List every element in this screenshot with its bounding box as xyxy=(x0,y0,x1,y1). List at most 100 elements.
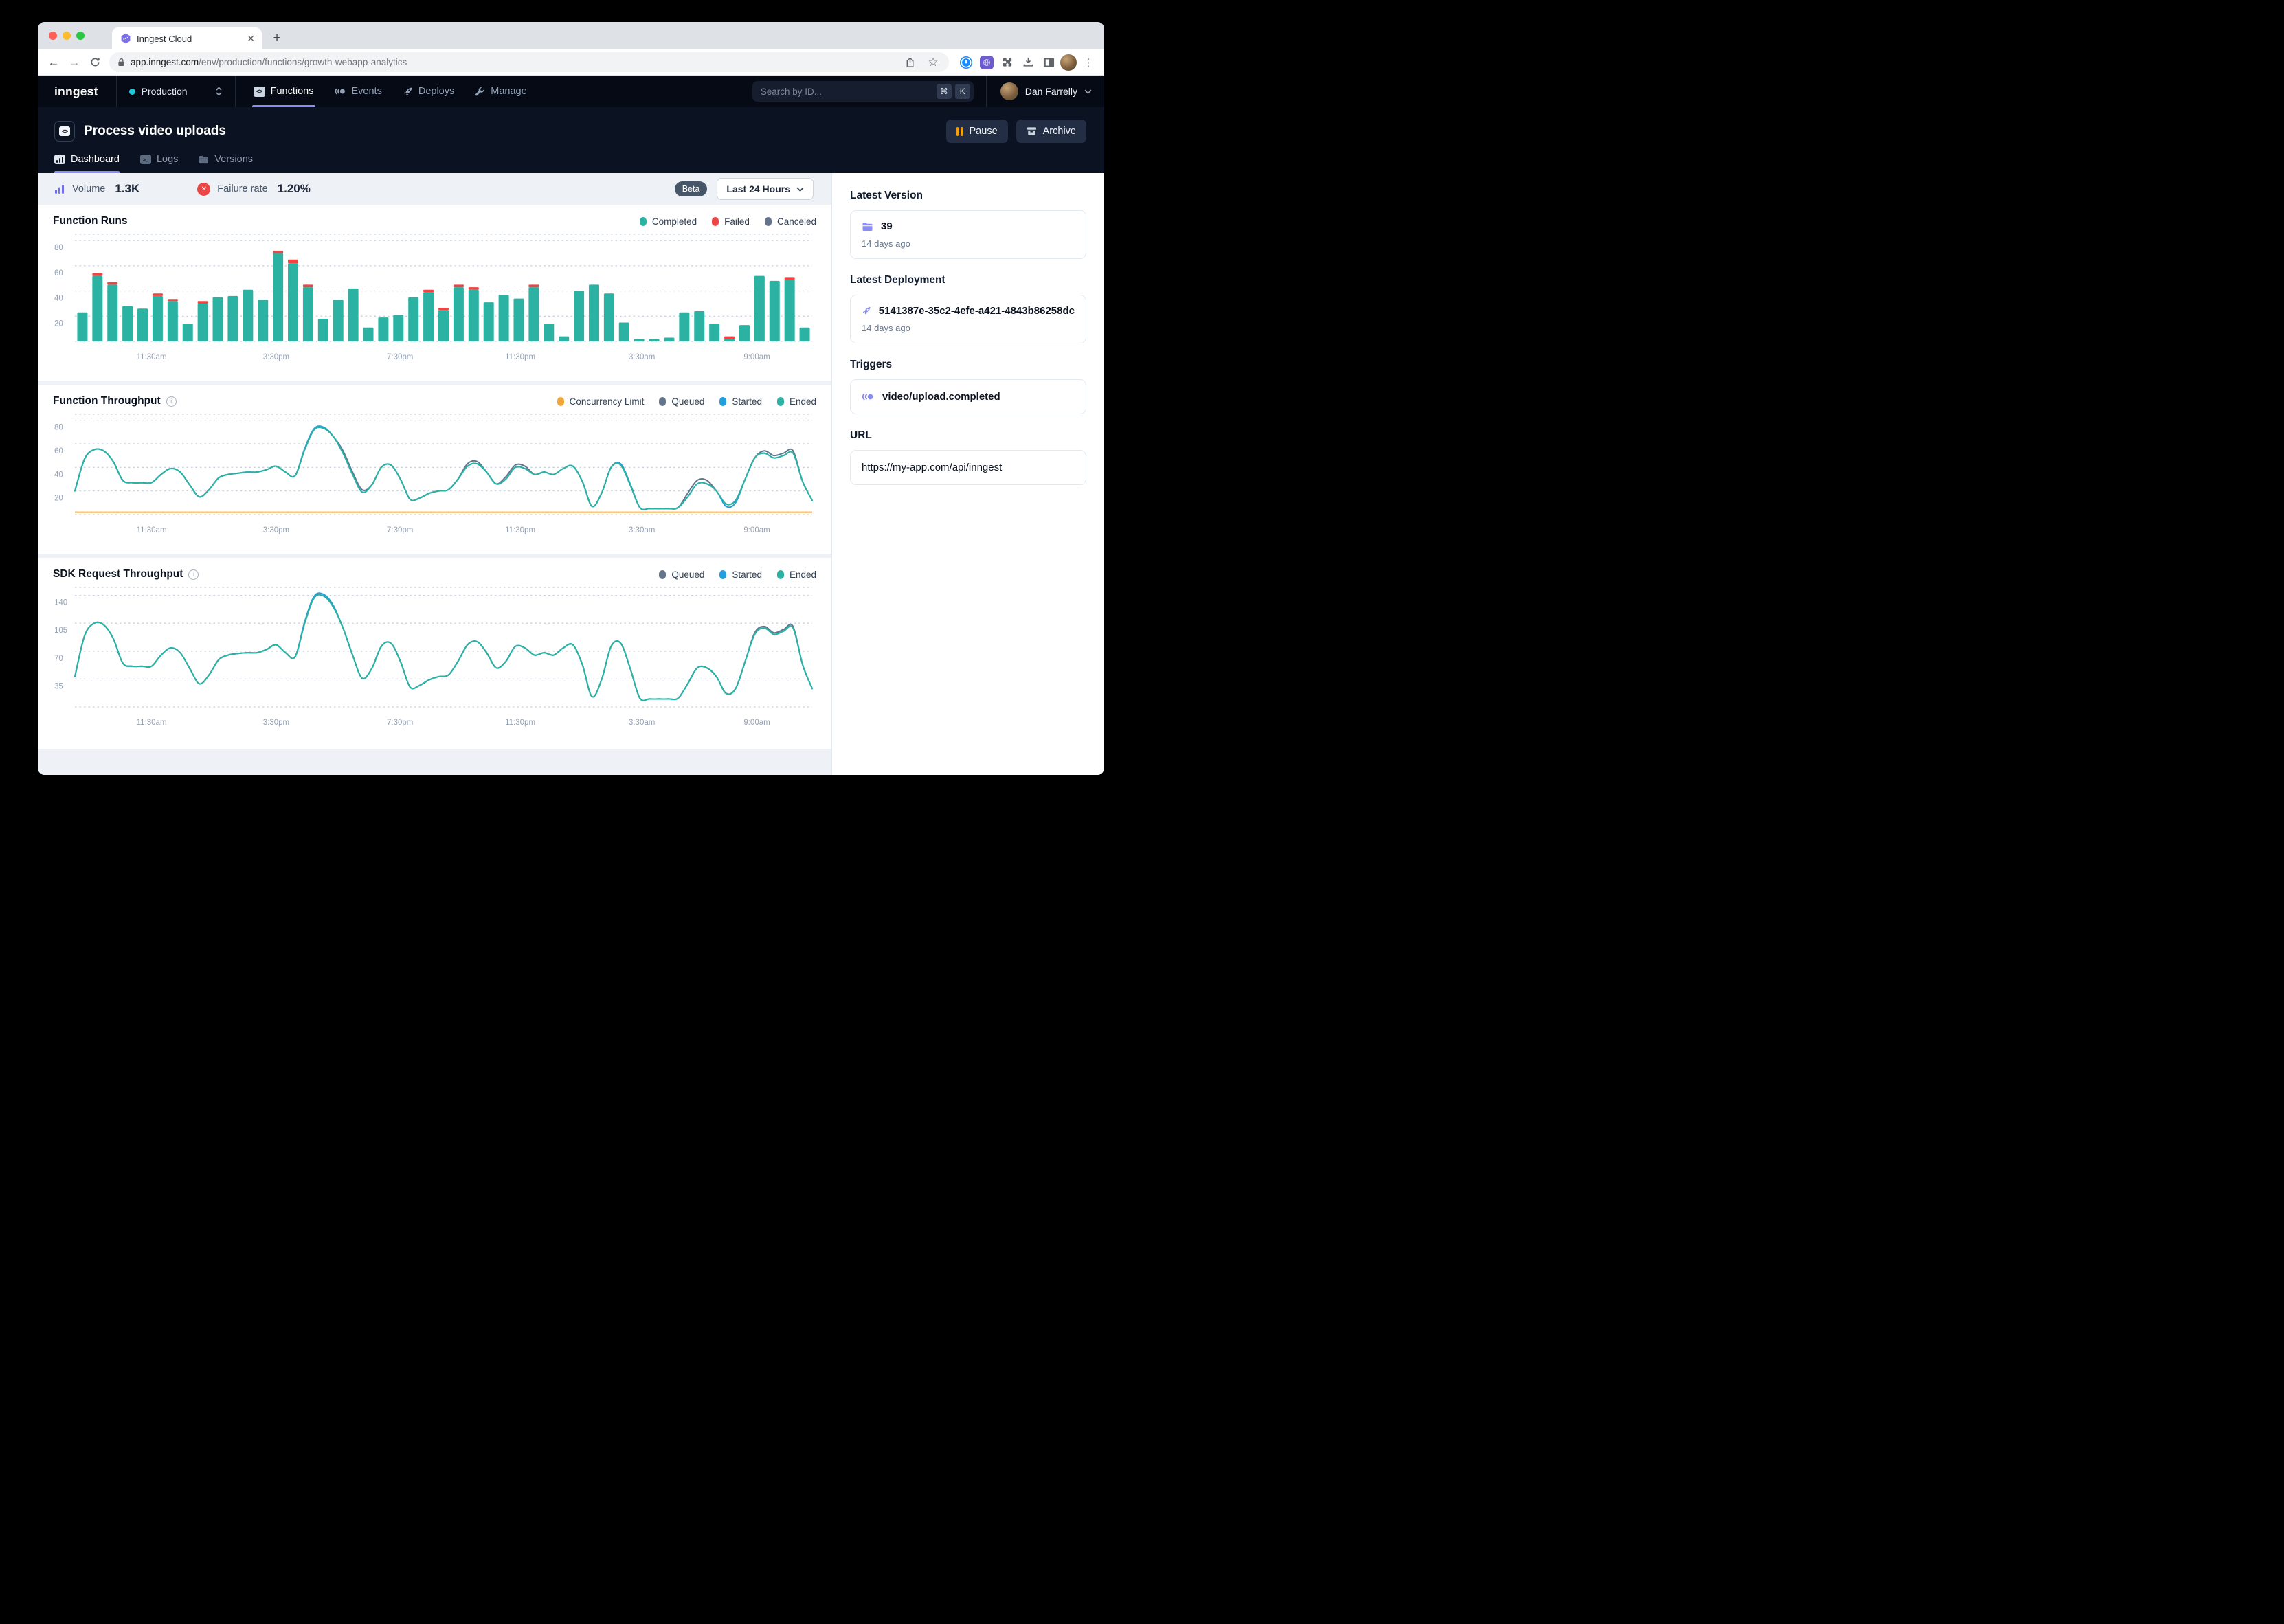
url-host: app.inngest.com xyxy=(131,57,199,67)
chart-legend: Concurrency Limit Queued Started Ended xyxy=(557,396,816,407)
svg-text:40: 40 xyxy=(54,295,63,303)
svg-text:11:30pm: 11:30pm xyxy=(505,526,535,534)
divider xyxy=(985,76,987,107)
svg-text:40: 40 xyxy=(54,471,63,479)
legend-dot xyxy=(557,396,564,406)
beta-badge: Beta xyxy=(674,181,708,196)
nav-item-events[interactable]: Events xyxy=(334,76,382,107)
svg-text:7:30pm: 7:30pm xyxy=(387,353,413,361)
pause-button[interactable]: Pause xyxy=(945,120,1008,143)
nav-item-functions[interactable]: <> Functions xyxy=(251,76,315,107)
function-url-value: https://my-app.com/api/inngest xyxy=(862,462,1003,473)
browser-menu-icon[interactable]: ⋮ xyxy=(1083,56,1094,69)
legend-dot xyxy=(659,569,667,579)
svg-text:9:00am: 9:00am xyxy=(743,719,770,727)
browser-toolbar: ← → app.inngest.com/env/production/funct… xyxy=(38,49,1104,76)
nav-item-label: Functions xyxy=(270,86,314,97)
svg-text:3:30am: 3:30am xyxy=(629,353,655,361)
purple-extension-icon[interactable] xyxy=(978,54,996,71)
legend-item-concurrency-limit: Concurrency Limit xyxy=(557,396,644,407)
search-input[interactable] xyxy=(760,86,933,97)
browser-window: Inngest Cloud ✕ + ← → app.inngest.com/en… xyxy=(38,22,1104,775)
forward-button[interactable]: → xyxy=(68,55,80,69)
legend-item-queued: Queued xyxy=(659,569,704,580)
tab-label: Dashboard xyxy=(71,154,120,165)
info-icon: i xyxy=(188,569,199,580)
env-label: Production xyxy=(141,86,188,97)
svg-text:80: 80 xyxy=(54,244,63,252)
function-runs-panel: Function Runs Completed Failed Canceled 20… xyxy=(38,205,831,381)
archive-button[interactable]: Archive xyxy=(1016,120,1086,143)
volume-value: 1.3K xyxy=(115,182,140,195)
function-throughput-panel: Function Throughput i Concurrency Limit Q… xyxy=(38,385,831,554)
svg-text:80: 80 xyxy=(54,424,63,432)
legend-item-failed: Failed xyxy=(712,216,750,227)
function-runs-chart: 20 40 60 80 11:30am 3:30pm 7:30pm 11:30pm 3:30am… xyxy=(53,227,816,372)
back-button[interactable]: ← xyxy=(47,55,60,69)
info-icon: i xyxy=(166,396,177,407)
nav-item-manage[interactable]: Manage xyxy=(475,76,527,107)
latest-version-card[interactable]: 39 14 days ago xyxy=(850,210,1086,259)
browser-tabstrip: Inngest Cloud ✕ + xyxy=(38,22,1104,49)
tab-close-icon[interactable]: ✕ xyxy=(247,32,255,44)
svg-text:3:30pm: 3:30pm xyxy=(263,719,289,727)
function-throughput-chart: 20 40 60 80 11:30am 3:30pm 7:30pm 11:30pm 3:30am… xyxy=(53,407,816,545)
nav-item-deploys[interactable]: Deploys xyxy=(403,76,454,107)
k-keycap: K xyxy=(954,84,970,99)
nav-item-label: Deploys xyxy=(418,86,455,97)
minimize-window-button[interactable] xyxy=(63,32,71,40)
svg-text:3:30am: 3:30am xyxy=(629,526,655,534)
browser-profile-avatar[interactable] xyxy=(1060,54,1077,71)
sdk-request-throughput-chart: 35 70 105 140 11:30am 3:30pm 7:30pm 11:30pm 3:30… xyxy=(53,580,816,738)
legend-dot xyxy=(776,569,784,579)
trigger-card[interactable]: video/upload.completed xyxy=(850,379,1086,414)
side-panel-icon[interactable] xyxy=(1040,54,1057,71)
reload-button[interactable] xyxy=(86,54,104,71)
legend-item-canceled: Canceled xyxy=(764,216,816,227)
legend-dot xyxy=(719,396,727,406)
url-card[interactable]: https://my-app.com/api/inngest xyxy=(850,450,1086,485)
tab-logs[interactable]: >_ Logs xyxy=(139,154,178,173)
latest-version-value: 39 xyxy=(881,221,893,232)
stats-bar: Volume 1.3K ✕ Failure rate 1.20% Beta La… xyxy=(38,173,831,205)
rocket-icon xyxy=(862,306,871,315)
updown-chevrons-icon xyxy=(216,87,222,96)
svg-text:35: 35 xyxy=(54,682,63,690)
address-bar[interactable]: app.inngest.com/env/production/functions… xyxy=(109,52,949,72)
functions-icon: <> xyxy=(253,86,265,97)
close-window-button[interactable] xyxy=(49,32,57,40)
global-search[interactable]: ⌘ K xyxy=(752,81,974,102)
bookmark-star-icon[interactable]: ☆ xyxy=(928,55,939,69)
cmd-keycap: ⌘ xyxy=(936,84,952,99)
latest-deployment-heading: Latest Deployment xyxy=(850,274,945,286)
dashboard-content: Volume 1.3K ✕ Failure rate 1.20% Beta La… xyxy=(38,173,831,775)
time-range-label: Last 24 Hours xyxy=(726,183,790,194)
legend-item-ended: Ended xyxy=(776,569,816,580)
time-range-dropdown[interactable]: Last 24 Hours xyxy=(717,178,814,200)
rocket-icon xyxy=(403,87,412,95)
triggers-heading: Triggers xyxy=(850,359,893,370)
lock-icon xyxy=(118,58,124,66)
chevron-down-icon xyxy=(1084,89,1092,94)
extensions-puzzle-icon[interactable] xyxy=(998,54,1016,71)
environment-switcher[interactable]: Production xyxy=(117,76,235,107)
inngest-logo[interactable]: inngest xyxy=(54,84,98,98)
tab-dashboard[interactable]: Dashboard xyxy=(54,154,120,173)
legend-item-queued: Queued xyxy=(659,396,704,407)
new-tab-button[interactable]: + xyxy=(273,31,281,45)
svg-text:70: 70 xyxy=(54,655,63,663)
tab-versions[interactable]: Versions xyxy=(199,154,253,173)
downloads-icon[interactable] xyxy=(1019,54,1037,71)
password-manager-extension-icon[interactable] xyxy=(957,54,975,71)
latest-deployment-card[interactable]: 5141387e-35c2-4efe-a421-4843b86258dc 14 … xyxy=(850,295,1086,343)
user-menu[interactable]: Dan Farrelly xyxy=(1000,82,1092,100)
zoom-window-button[interactable] xyxy=(76,32,85,40)
legend-dot xyxy=(719,569,727,579)
chevron-down-icon xyxy=(796,187,804,192)
browser-tab[interactable]: Inngest Cloud ✕ xyxy=(112,27,262,49)
nav-item-label: Events xyxy=(351,86,382,97)
nav-items: <> Functions Events Deploys xyxy=(236,76,527,107)
share-icon[interactable] xyxy=(901,54,919,71)
tab-label: Versions xyxy=(214,154,254,165)
svg-text:7:30pm: 7:30pm xyxy=(387,526,413,534)
